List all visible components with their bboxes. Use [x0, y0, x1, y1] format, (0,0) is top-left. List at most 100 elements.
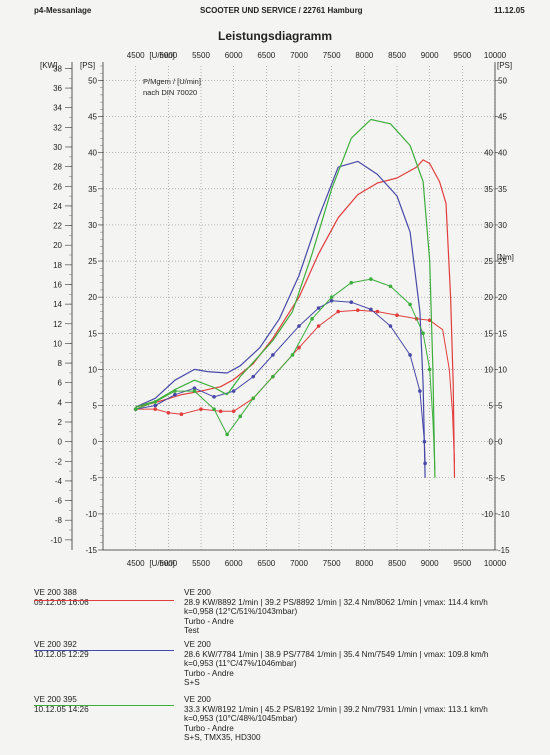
- y-tick-label-nm: -5: [486, 474, 494, 483]
- torque-point-3: [427, 367, 432, 372]
- torque-point-1: [179, 412, 184, 416]
- y-tick-label-ps-right: -5: [498, 474, 506, 483]
- x-axis-unit-bottom: [U/min]: [149, 559, 174, 568]
- torque-point-1: [153, 407, 158, 411]
- y-tick-label-ps-right: -10: [498, 510, 510, 519]
- y-axis-kw-unit: [KW]: [40, 61, 57, 70]
- y-tick-label-kw: -10: [50, 536, 62, 545]
- chart-subtitle-line: nach DIN 70020: [143, 88, 197, 97]
- torque-point-2: [349, 300, 354, 305]
- torque-point-2: [388, 324, 393, 328]
- record-info: VE 200 28.6 KW/7784 1/min | 38.9 PS/7784 …: [184, 640, 489, 688]
- torque-point-2: [212, 395, 216, 399]
- y-tick-label-kw: 30: [53, 143, 62, 152]
- y-tick-label-kw: 14: [53, 300, 62, 309]
- y-tick-label-nm: 15: [484, 329, 493, 338]
- torque-point-1: [231, 409, 236, 414]
- torque-point-2: [153, 403, 158, 408]
- record-info: VE 200 28.9 KW/8892 1/min | 39.2 PS/8892 …: [184, 588, 488, 636]
- x-tick-label-bottom: 6000: [225, 559, 243, 568]
- x-tick-label-bottom: 7500: [323, 559, 341, 568]
- y-tick-label-ps: 30: [88, 221, 97, 230]
- header-date: 11.12.05: [494, 6, 525, 15]
- torque-point-3: [310, 317, 314, 321]
- y-tick-label-ps-right: -15: [498, 546, 510, 555]
- y-tick-label-ps: 10: [88, 365, 97, 374]
- record-2-line: [34, 650, 174, 651]
- x-axis-unit-top: [U/min]: [149, 51, 174, 60]
- y-tick-label-ps-right: 10: [498, 365, 507, 374]
- torque-point-3: [369, 277, 373, 281]
- torque-point-1: [395, 313, 399, 318]
- y-tick-label-ps-right: 5: [498, 402, 503, 411]
- torque-point-3: [251, 396, 256, 401]
- y-tick-label-nm: 25: [484, 257, 493, 266]
- torque-point-2: [418, 389, 422, 393]
- x-tick-label-bottom: 8000: [355, 559, 373, 568]
- torque-point-2: [423, 461, 427, 466]
- y-tick-label-ps-right: 45: [498, 113, 507, 122]
- power-curve-1: [135, 159, 456, 478]
- y-tick-label-ps-right: 30: [498, 221, 507, 230]
- y-tick-label-ps-right: 20: [498, 293, 507, 302]
- torque-point-1: [427, 318, 432, 323]
- header-left: p4-Messanlage: [34, 6, 92, 15]
- torque-point-3: [388, 284, 393, 289]
- y-tick-label-kw: 8: [58, 359, 63, 368]
- record-id: VE 200 395 10.12.05 14:26: [34, 695, 89, 714]
- y-axis-ps-right-unit: [PS]: [497, 61, 512, 70]
- y-tick-label-kw: -6: [55, 497, 63, 506]
- x-tick-label-top: 5500: [192, 51, 210, 60]
- torque-point-3: [192, 389, 197, 393]
- torque-curve-2: [135, 300, 426, 464]
- y-tick-label-kw: -2: [55, 457, 63, 466]
- power-curve-2: [135, 160, 426, 478]
- x-tick-label-top: 5000: [159, 51, 177, 60]
- y-tick-label-nm: 35: [484, 185, 493, 194]
- torque-point-2: [297, 324, 301, 328]
- header-center: SCOOTER UND SERVICE / 22761 Hamburg: [200, 6, 363, 15]
- torque-point-2: [369, 307, 373, 312]
- torque-point-1: [375, 309, 380, 314]
- torque-point-2: [329, 298, 334, 303]
- torque-point-3: [271, 374, 275, 379]
- y-tick-label-ps: -10: [85, 510, 97, 519]
- y-tick-label-kw: 2: [58, 418, 63, 427]
- y-tick-label-nm: 40: [484, 149, 493, 158]
- torque-point-3: [290, 353, 295, 357]
- y-tick-label-ps: 45: [88, 113, 97, 122]
- x-tick-label-top: 9500: [453, 51, 471, 60]
- record-3-line: [34, 705, 174, 706]
- torque-point-3: [212, 407, 216, 411]
- y-tick-label-kw: 28: [53, 163, 62, 172]
- x-tick-label-bottom: 6500: [257, 559, 275, 568]
- chart-title: Leistungsdiagramm: [218, 29, 332, 43]
- torque-point-2: [271, 353, 275, 357]
- y-tick-label-ps-right: 50: [498, 76, 507, 85]
- torque-point-3: [173, 389, 177, 393]
- y-tick-label-nm: 30: [484, 221, 493, 230]
- y-tick-label-kw: 36: [53, 84, 62, 93]
- x-tick-label-top: 8000: [355, 51, 373, 60]
- y-tick-label-ps: 0: [93, 438, 98, 447]
- x-tick-label-top: 7000: [290, 51, 308, 60]
- power-chart: Leistungsdiagramm P/Mgem / [U/min] nach DI…: [40, 29, 514, 568]
- y-tick-label-kw: 20: [53, 241, 62, 250]
- y-tick-label-nm: 10: [484, 365, 493, 374]
- x-tick-label-top: 4500: [127, 51, 145, 60]
- y-tick-label-kw: 32: [53, 123, 62, 132]
- torque-curve-3: [135, 278, 436, 471]
- x-tick-label-bottom: 9000: [421, 559, 439, 568]
- y-tick-label-kw: 12: [53, 320, 62, 329]
- y-tick-label-ps: -15: [85, 546, 97, 555]
- x-tick-label-top: 8500: [388, 51, 406, 60]
- y-tick-label-kw: 26: [53, 182, 62, 191]
- x-tick-label-top: 10000: [484, 51, 507, 60]
- torque-point-1: [218, 409, 223, 414]
- torque-point-2: [173, 392, 177, 397]
- torque-point-1: [297, 345, 301, 350]
- torque-point-1: [336, 309, 341, 314]
- y-tick-label-kw: -4: [55, 477, 63, 486]
- torque-point-3: [238, 414, 242, 419]
- x-tick-label-top: 6000: [225, 51, 243, 60]
